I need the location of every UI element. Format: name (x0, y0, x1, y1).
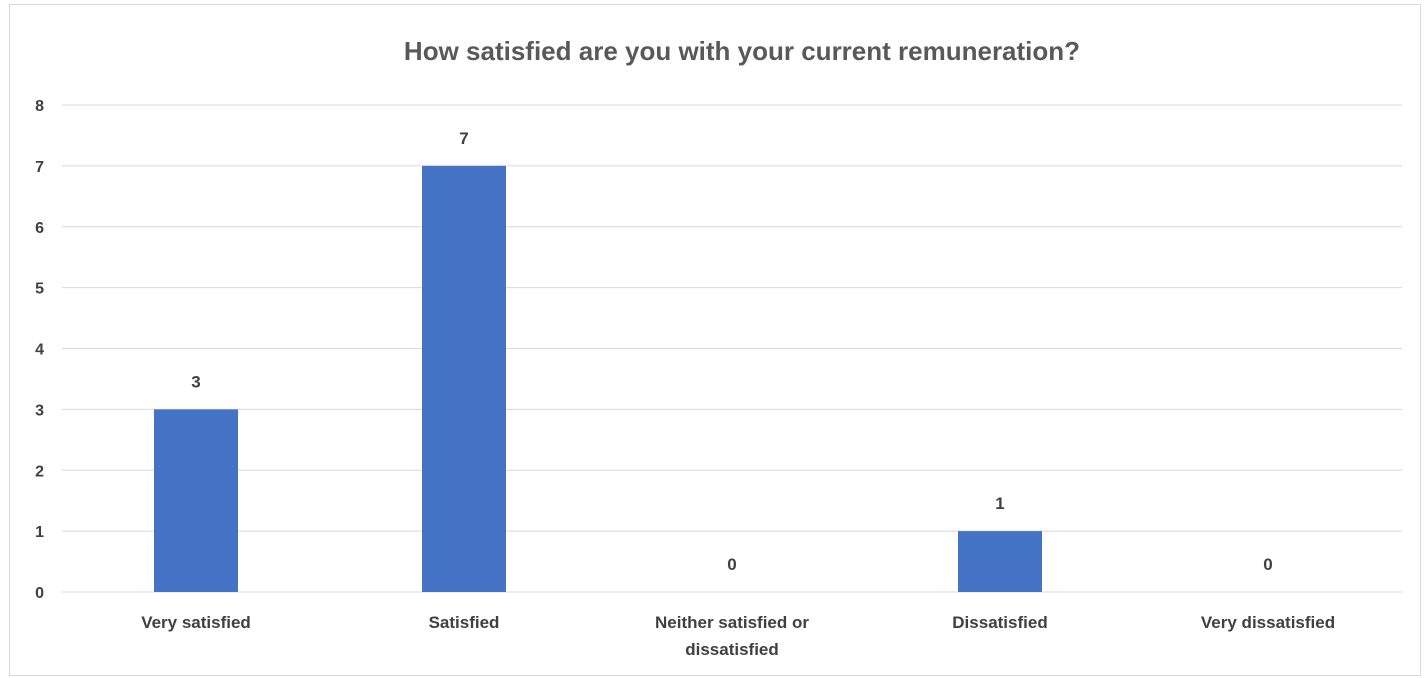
bar (958, 531, 1042, 592)
y-tick-label: 4 (35, 342, 44, 359)
bar (154, 409, 238, 592)
category-labels: Very satisfied Satisfied Neither satisfied… (141, 613, 1335, 659)
chart-title: How satisfied are you with your current … (404, 36, 1080, 66)
y-axis-ticks: 0 1 2 3 4 5 6 7 8 (35, 98, 44, 602)
y-tick-label: 8 (35, 98, 44, 115)
y-tick-label: 6 (35, 220, 44, 237)
chart-frame (9, 4, 1421, 676)
category-label: Neither satisfied or dissatisfied (655, 613, 809, 659)
data-label: 0 (727, 555, 736, 574)
category-label: Very dissatisfied (1201, 613, 1335, 632)
y-tick-label: 2 (35, 463, 44, 480)
y-tick-label: 7 (35, 159, 44, 176)
category-label-line: Satisfied (429, 613, 500, 632)
data-label: 7 (459, 129, 468, 148)
y-tick-label: 1 (35, 524, 44, 541)
data-label: 1 (995, 494, 1004, 513)
gridlines (62, 104, 1402, 593)
y-tick-label: 5 (35, 281, 44, 298)
category-label: Dissatisfied (952, 613, 1047, 632)
bars (154, 165, 1042, 592)
bar (422, 165, 506, 592)
category-label-line: Neither satisfied or (655, 613, 809, 632)
category-label-line: Very satisfied (141, 613, 251, 632)
data-label: 0 (1263, 555, 1272, 574)
category-label: Satisfied (429, 613, 500, 632)
category-label-line: Dissatisfied (952, 613, 1047, 632)
data-labels: 3 7 0 1 0 (191, 129, 1272, 574)
data-label: 3 (191, 372, 200, 391)
category-label-line: Very dissatisfied (1201, 613, 1335, 632)
y-tick-label: 3 (35, 402, 44, 419)
y-tick-label: 0 (35, 585, 44, 602)
category-label: Very satisfied (141, 613, 251, 632)
category-label-line: dissatisfied (685, 640, 779, 659)
